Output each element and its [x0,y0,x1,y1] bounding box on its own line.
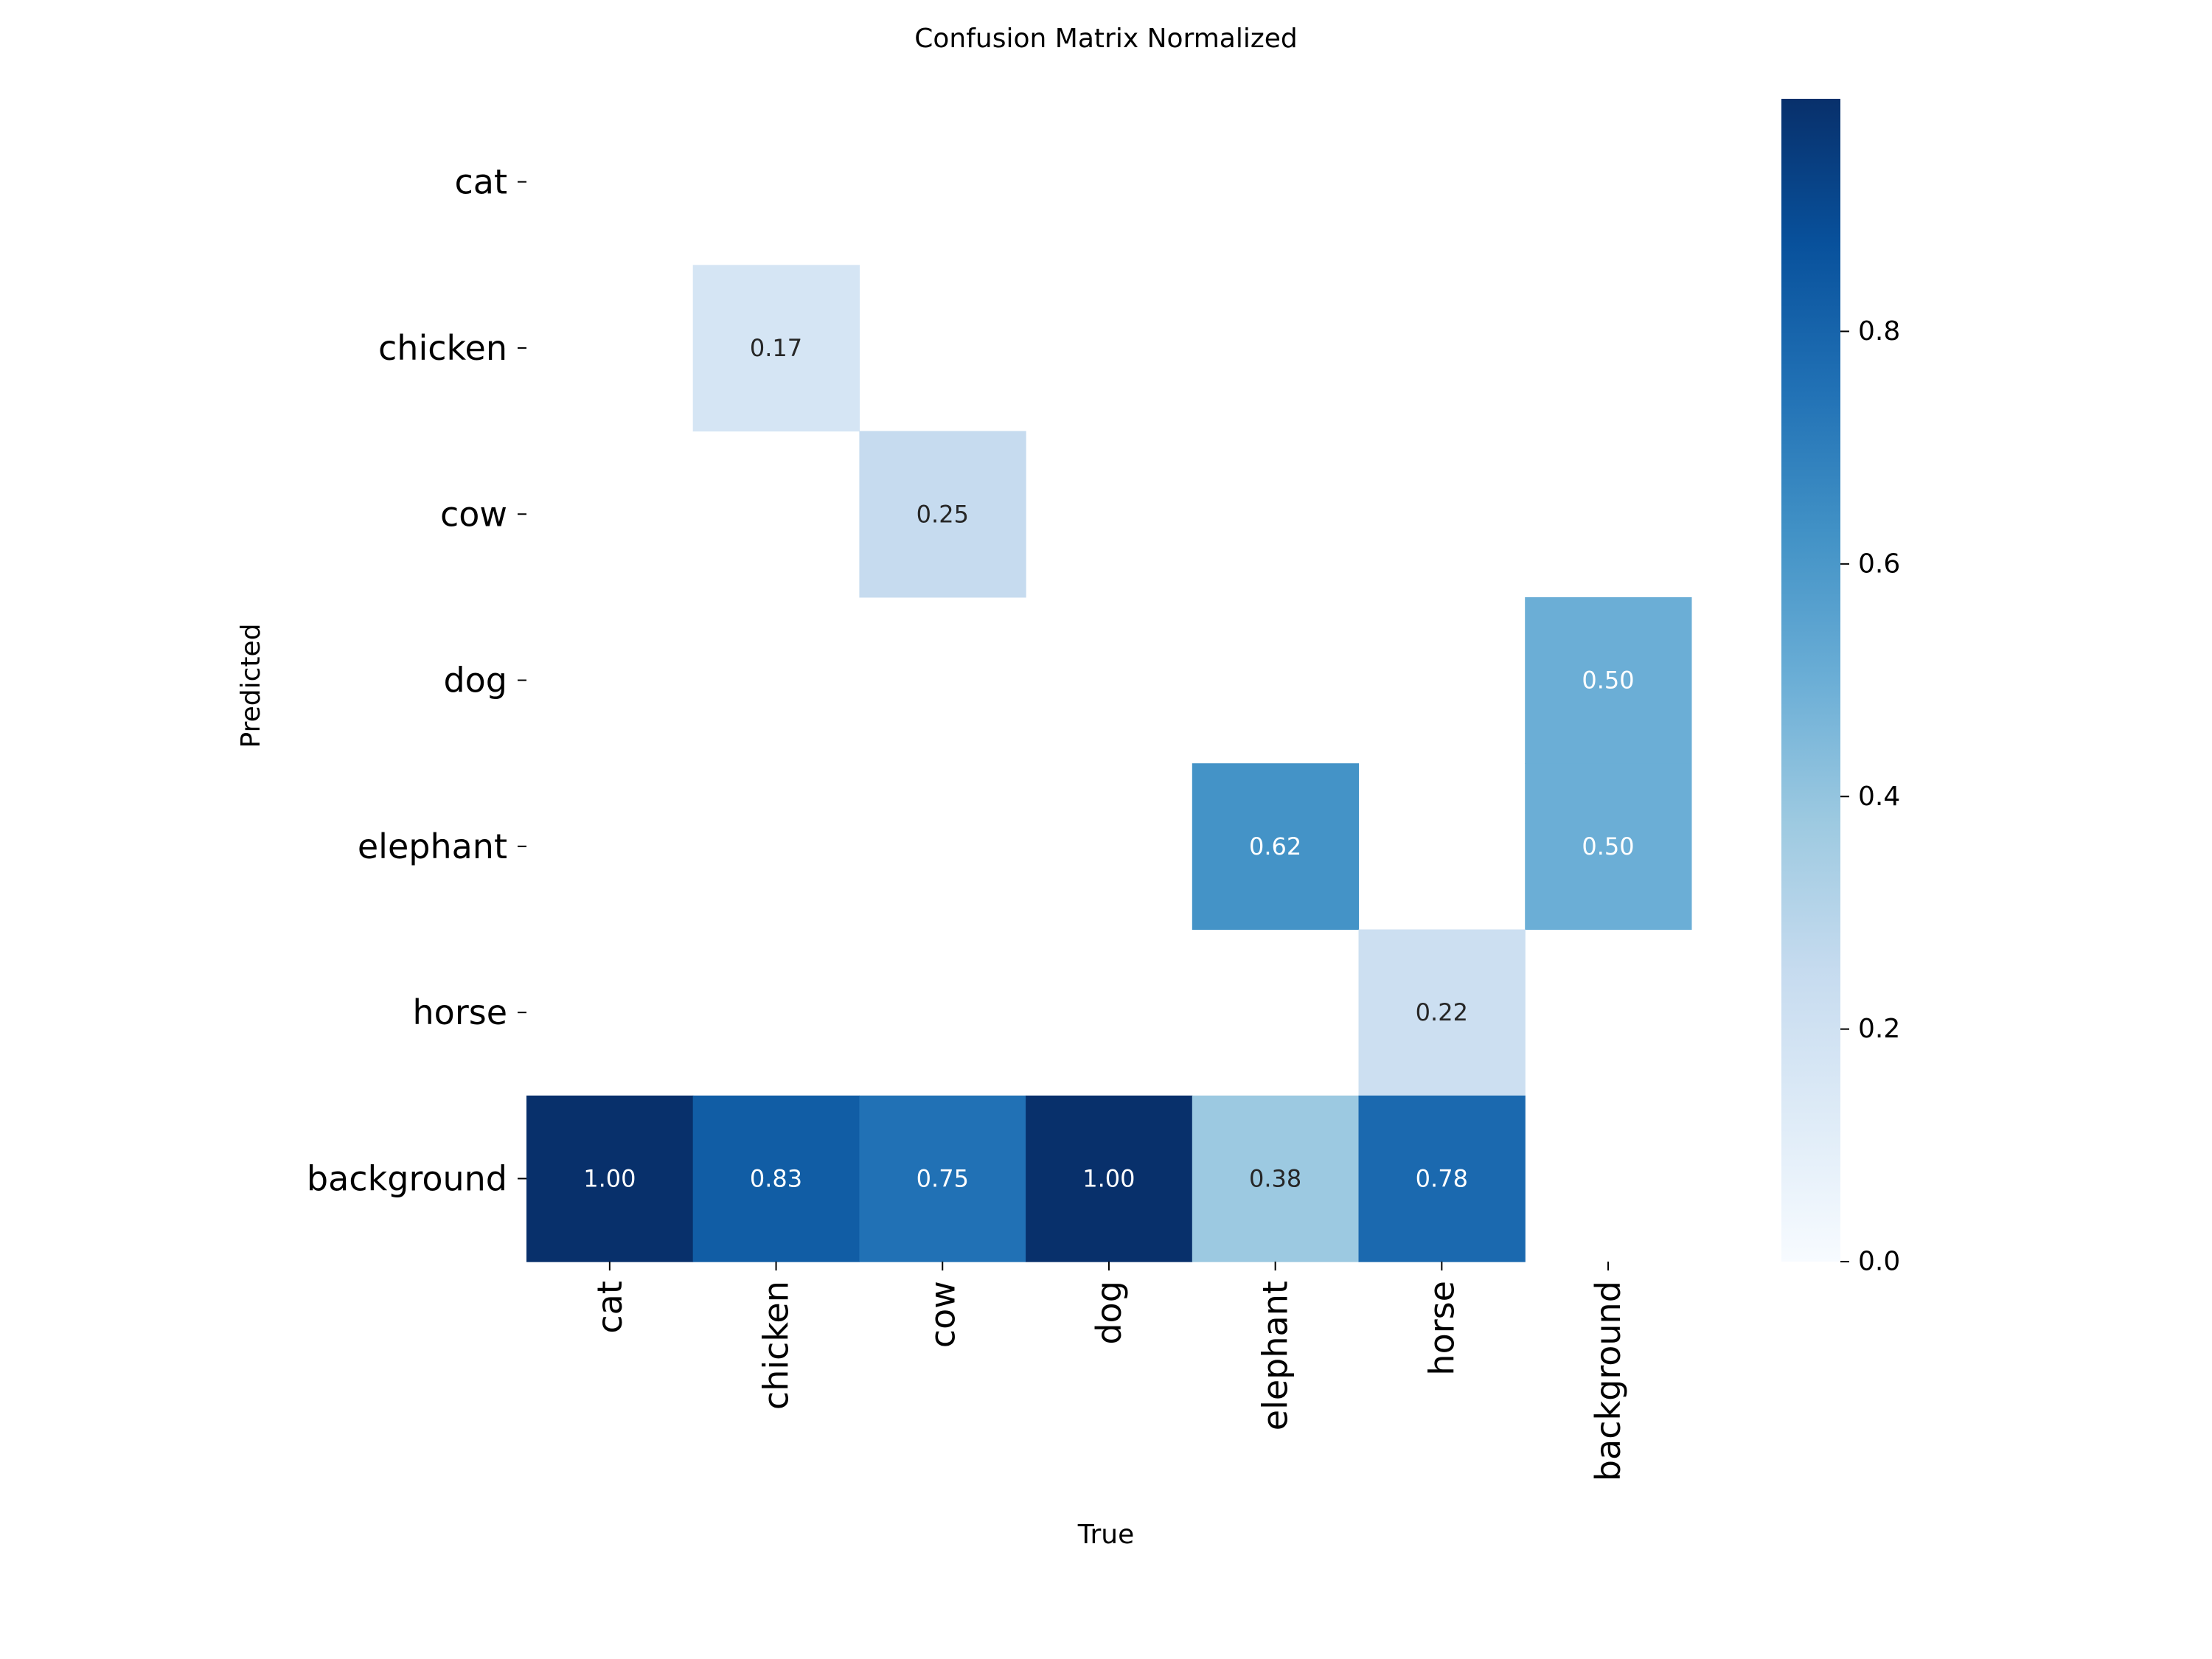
y-tick-label: cow [440,494,507,534]
heatmap-cell [526,1095,694,1262]
colorbar: 0.0 0.2 0.4 0.6 0.8 [1781,99,1900,1277]
y-tick-label: elephant [358,827,507,866]
cell-value-label: 0.38 [1249,1165,1301,1193]
heatmap-cell [1358,1095,1526,1262]
x-tick-label: chicken [757,1281,796,1410]
y-tick-label: cat [454,162,507,202]
x-tick-label: cow [922,1281,962,1348]
heatmap-cells [526,265,1692,1262]
y-axis-ticks: cat chicken cow dog elephant horse background [307,162,526,1199]
colorbar-gradient [1781,99,1840,1262]
cell-value-label: 0.75 [917,1165,969,1193]
cell-value-label: 0.50 [1582,832,1634,860]
colorbar-tick-label: 0.4 [1858,782,1900,812]
heatmap-cell [1192,1095,1360,1262]
y-tick-label: dog [443,661,507,700]
heatmap-cell [1026,1095,1193,1262]
colorbar-tick-label: 0.2 [1858,1014,1900,1044]
heatmap-cell-labels: 0.17 0.25 0.50 0.62 0.50 0.22 1.00 0.83 0.75 1.00… [583,334,1634,1193]
x-tick-label: cat [590,1281,630,1334]
cell-value-label: 0.50 [1582,667,1634,695]
heatmap-cell [859,1095,1026,1262]
y-tick-label: chicken [378,328,507,368]
heatmap-cell [1358,929,1526,1096]
heatmap-cell [1192,763,1360,931]
cell-value-label: 0.62 [1249,832,1301,860]
x-tick-label: background [1588,1281,1628,1481]
y-tick-label: horse [413,992,507,1032]
colorbar-tick-label: 0.6 [1858,549,1900,579]
heatmap-cell [692,265,860,432]
cell-value-label: 1.00 [583,1165,636,1193]
colorbar-tick-label: 0.8 [1858,316,1900,347]
cell-value-label: 0.83 [750,1165,802,1193]
x-axis-ticks: cat chicken cow dog elephant horse background [590,1262,1628,1481]
x-tick-label: elephant [1256,1281,1295,1430]
cell-value-label: 0.78 [1416,1165,1468,1193]
heatmap-cell [1525,763,1692,931]
heatmap-cell [1525,597,1692,764]
heatmap-cell [692,1095,860,1262]
x-tick-label: dog [1089,1281,1129,1345]
y-tick-label: background [307,1159,507,1199]
colorbar-tick-label: 0.0 [1858,1247,1900,1277]
heatmap-cell [859,431,1026,598]
cell-value-label: 0.25 [917,500,969,528]
cell-value-label: 1.00 [1082,1165,1135,1193]
cell-value-label: 0.22 [1416,998,1468,1026]
y-axis-label: Predicted [236,624,266,748]
x-tick-label: horse [1422,1281,1461,1375]
cell-value-label: 0.17 [750,334,802,362]
chart-title: Confusion Matrix Normalized [914,24,1297,54]
x-axis-label: True [1077,1520,1134,1550]
